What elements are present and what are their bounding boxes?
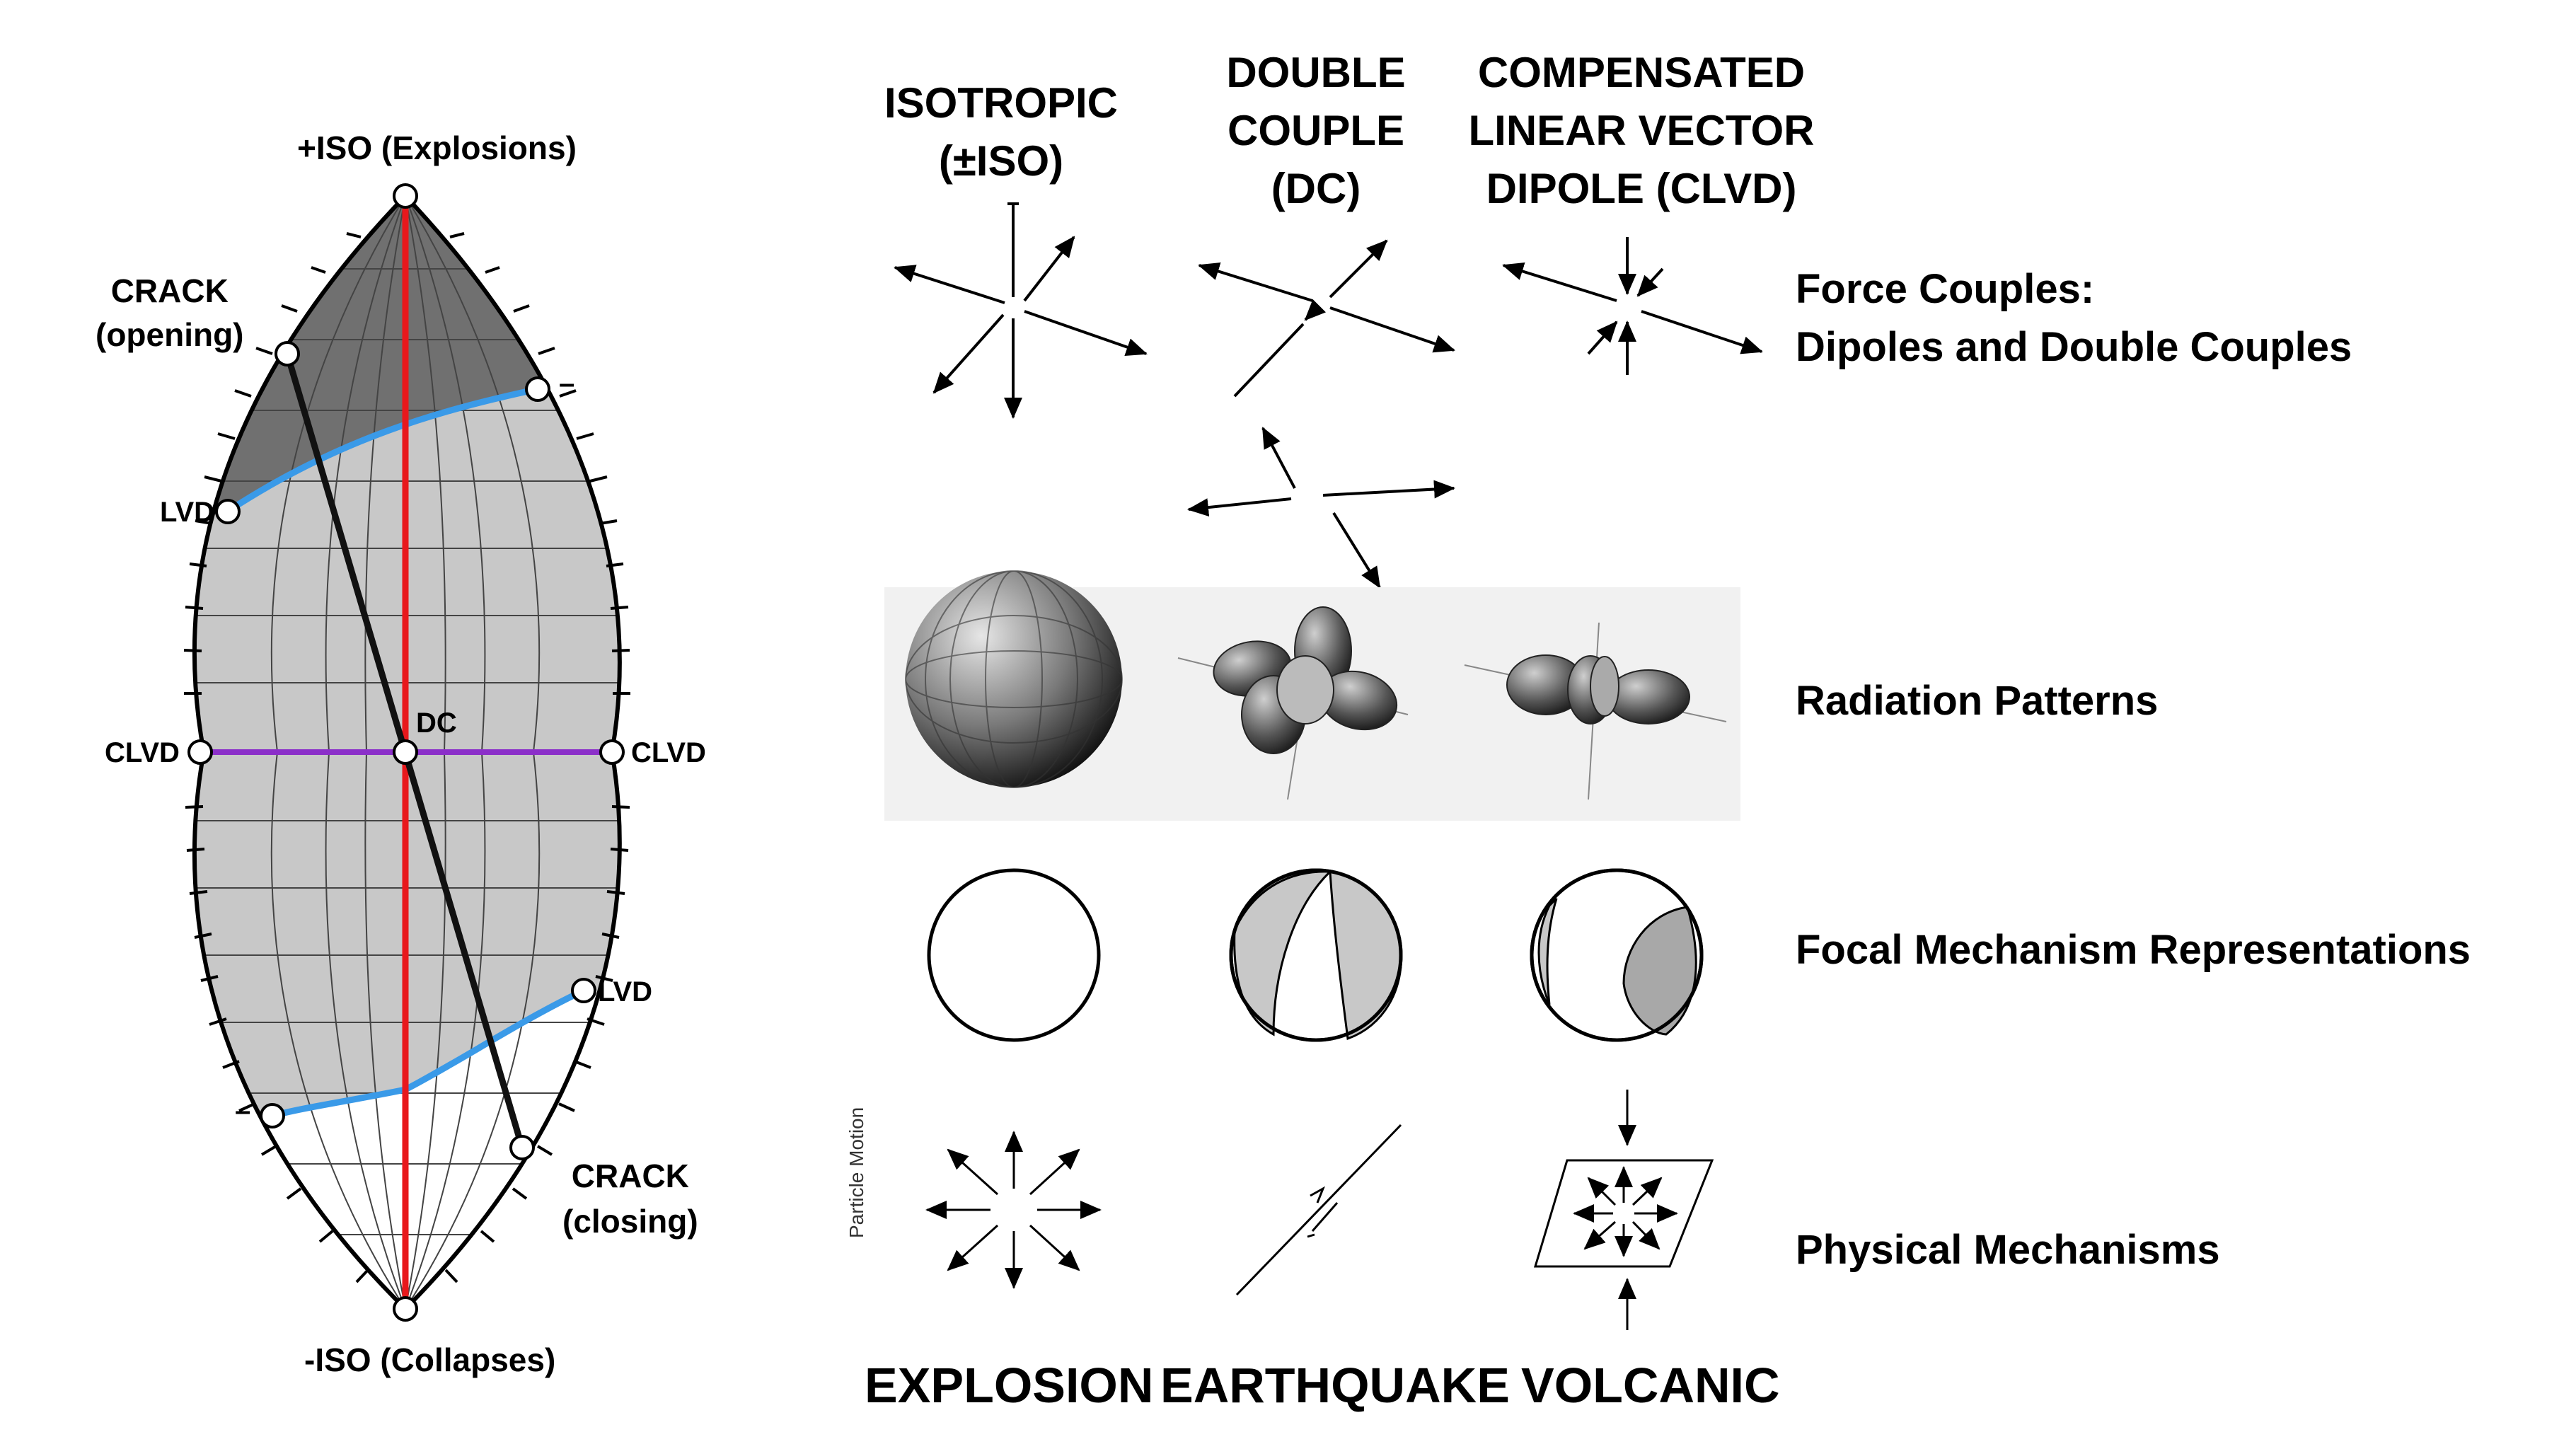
- crack-opening-line1: CRACK: [110, 272, 229, 309]
- iso-force-dipoles: [894, 202, 1148, 419]
- clvd-right-label: CLVD: [631, 737, 706, 768]
- focal-earthquake: [1229, 868, 1403, 1042]
- row-radiation-patterns: Radiation Patterns: [1796, 678, 2159, 724]
- lvd-upper-label: LVD: [160, 497, 215, 528]
- lvd-upper-curve: [229, 386, 538, 512]
- particle-motion-label: Particle Motion: [845, 1107, 867, 1238]
- focal-explosion: [927, 868, 1101, 1042]
- row-focal-mechanisms: Focal Mechanism Representations: [1796, 927, 2471, 973]
- bottom-earthquake: EARTHQUAKE: [1160, 1358, 1510, 1413]
- lvd-lower-curve: [271, 987, 585, 1119]
- lvd-lower-label: LVD: [598, 976, 653, 1008]
- row-force-couples: Force Couples: Dipoles and Double Couple…: [1796, 260, 2352, 376]
- row-force-couples-line1: Force Couples:: [1796, 266, 2095, 312]
- node-top: [393, 183, 418, 209]
- node-lvd-lower-right: [571, 978, 596, 1003]
- crack-closing-line2: (closing): [562, 1203, 698, 1240]
- clvd-radiation-lobes: [1464, 622, 1727, 800]
- outline-ticks: [183, 232, 630, 1283]
- header-double-couple: DOUBLE COUPLE (DC): [1226, 49, 1406, 212]
- lune-nodes: [187, 183, 625, 1322]
- radiation-patterns: [884, 570, 1740, 821]
- focal-mechanisms: [927, 868, 1704, 1042]
- crack-opening-line2: (opening): [96, 316, 244, 353]
- node-lvd-lower-left: [260, 1103, 285, 1128]
- clvd-left-label: CLVD: [105, 737, 180, 768]
- node-dc: [393, 739, 418, 765]
- node-clvd-right: [599, 739, 625, 765]
- physical-mechanisms: [925, 1090, 1714, 1330]
- crack-opening-label: CRACK (opening): [96, 269, 244, 357]
- bottom-volcanic: VOLCANIC: [1521, 1358, 1780, 1413]
- row-physical-mechanisms: Physical Mechanisms: [1796, 1227, 2220, 1273]
- header-clvd: COMPENSATED LINEAR VECTOR DIPOLE (CLVD): [1468, 49, 1815, 212]
- dc-force-dipoles: [1187, 239, 1455, 589]
- minus-lower-label: –: [235, 1095, 251, 1126]
- iso-radiation-sphere: [905, 570, 1123, 788]
- physical-earthquake-fault: [1235, 1124, 1402, 1296]
- minus-upper-label: –: [559, 368, 575, 399]
- physical-volcanic-dike: [1533, 1090, 1714, 1330]
- dc-radiation-lobes: [1177, 606, 1409, 800]
- header-isotropic: ISOTROPIC (±ISO): [884, 79, 1119, 185]
- node-bottom: [393, 1296, 418, 1322]
- crack-closing-label: CRACK (closing): [562, 1153, 698, 1244]
- crack-closing-line1: CRACK: [571, 1158, 689, 1194]
- top-label: +ISO (Explosions): [297, 129, 577, 166]
- clvd-force-dipoles: [1502, 237, 1763, 375]
- dc-label: DC: [416, 708, 457, 739]
- node-crack-open: [275, 341, 300, 366]
- focal-volcanic: [1530, 868, 1704, 1042]
- bottom-label: -ISO (Collapses): [304, 1341, 556, 1378]
- node-clvd-left: [187, 739, 213, 765]
- physical-explosion-star: [925, 1131, 1102, 1289]
- node-lvd-upper-left: [215, 499, 241, 524]
- row-force-couples-line2: Dipoles and Double Couples: [1796, 324, 2352, 370]
- bottom-explosion: EXPLOSION: [865, 1358, 1154, 1413]
- node-lvd-upper-right: [525, 376, 550, 402]
- node-crack-close: [509, 1135, 535, 1160]
